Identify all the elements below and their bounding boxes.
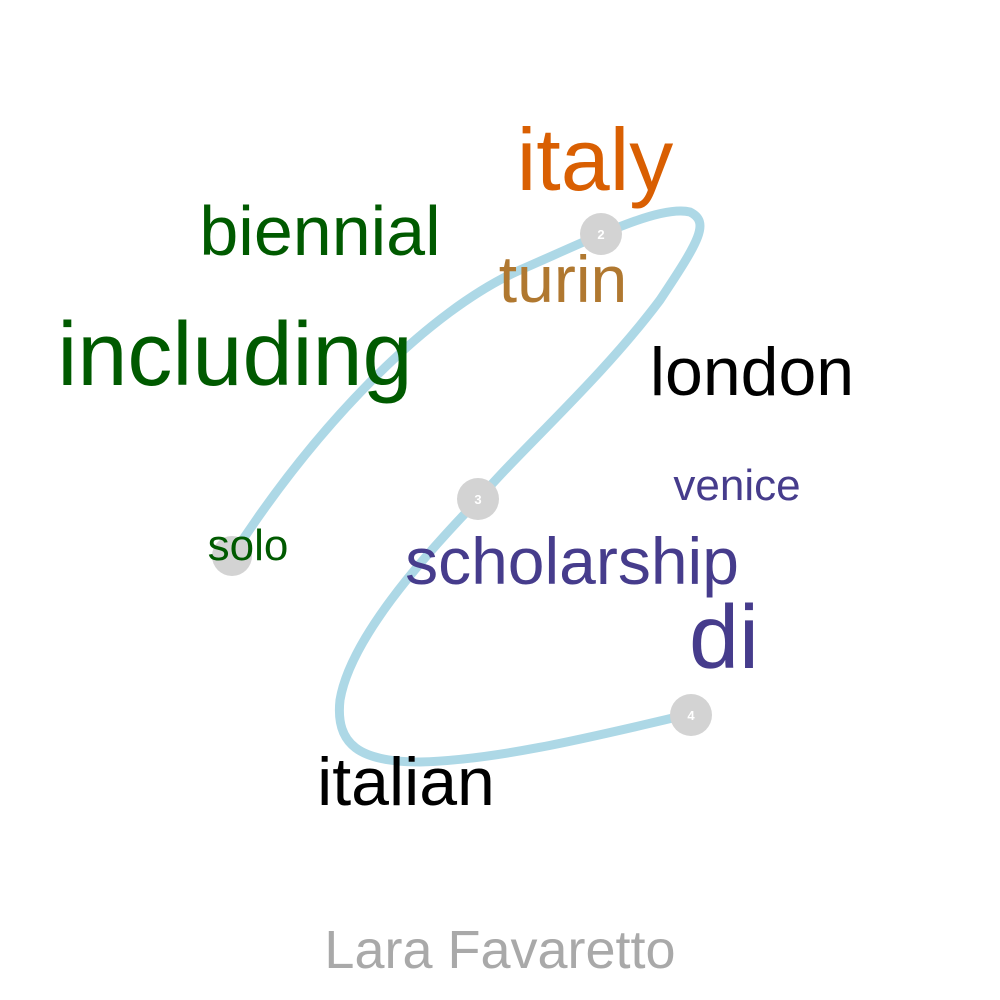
trajectory-path xyxy=(227,206,705,767)
word-di: di xyxy=(689,588,759,688)
word-scholarship: scholarship xyxy=(405,524,739,598)
word-italian: italian xyxy=(317,744,495,820)
word-italy: italy xyxy=(517,110,674,209)
trajectory-start-marker xyxy=(212,536,252,576)
word-turin: turin xyxy=(499,242,627,316)
trajectory-marker-4: 4 xyxy=(670,694,712,736)
word-london: london xyxy=(650,334,854,410)
word-including: including xyxy=(57,305,412,405)
word-solo: solo xyxy=(208,521,289,570)
trajectory-marker-2-label: 2 xyxy=(597,227,604,242)
word-venice: venice xyxy=(673,461,800,510)
trajectory-marker-2: 2 xyxy=(580,213,622,255)
trajectory-marker-3: 3 xyxy=(457,478,499,520)
page-title: Lara Favaretto xyxy=(324,920,675,980)
trajectory-marker-4-label: 4 xyxy=(687,708,695,723)
trajectory-marker-3-label: 3 xyxy=(474,492,481,507)
word-biennial: biennial xyxy=(199,192,440,270)
